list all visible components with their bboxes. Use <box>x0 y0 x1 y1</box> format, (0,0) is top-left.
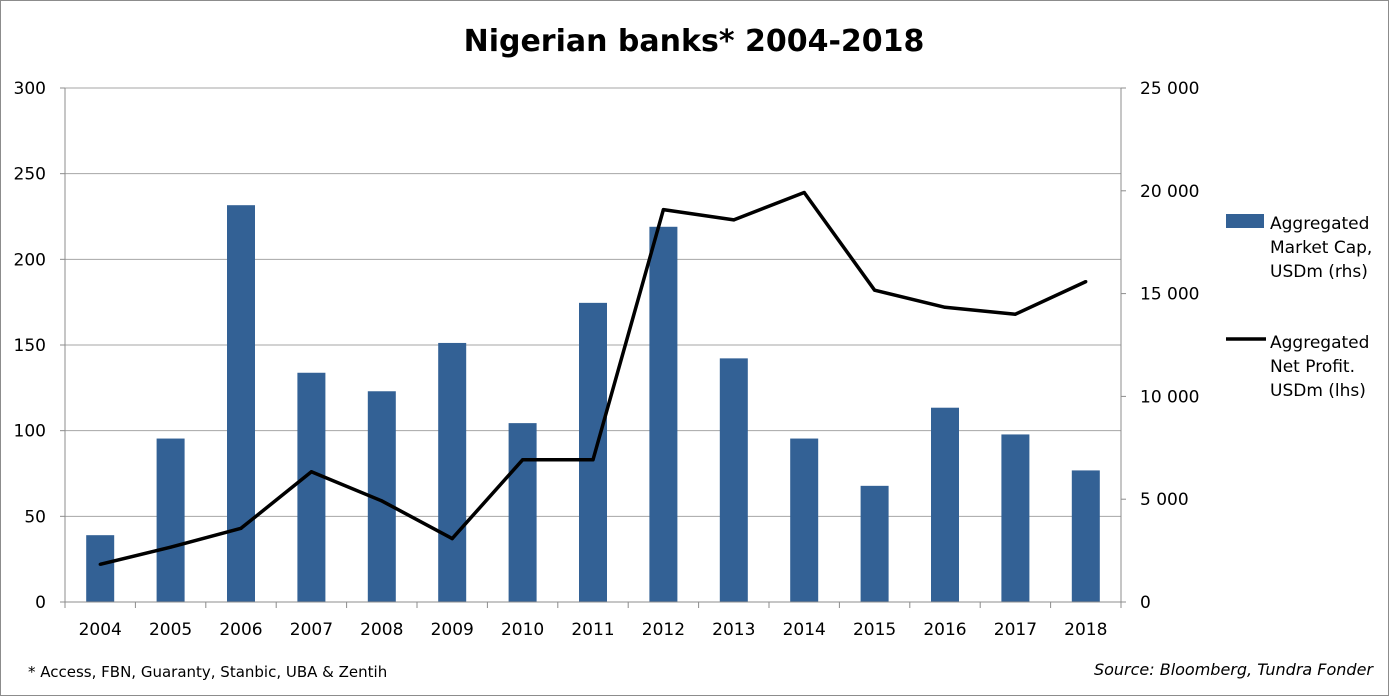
bar-2016 <box>931 407 959 602</box>
x-tick-label: 2012 <box>642 620 685 640</box>
right-axis-ticks: 0 5 000 10 000 15 000 20 000 25 000 <box>1121 79 1199 613</box>
right-tick-label: 20 000 <box>1140 182 1199 202</box>
x-tick-label: 2011 <box>571 620 614 640</box>
line-point-2011 <box>591 458 595 462</box>
bar-2004 <box>86 535 115 602</box>
bar-2013 <box>719 358 748 602</box>
line-point-2015 <box>873 288 877 292</box>
line-point-2014 <box>802 190 806 195</box>
bar-2015 <box>860 485 889 602</box>
legend-label: Net Profit. <box>1270 357 1355 377</box>
bar-2005 <box>156 438 185 602</box>
line-point-2017 <box>1013 312 1018 316</box>
line-point-2009 <box>450 537 454 541</box>
right-tick-label: 10 000 <box>1140 387 1199 407</box>
net-profit-line <box>98 190 1088 567</box>
line-point-2008 <box>380 499 384 503</box>
right-tick-label: 25 000 <box>1140 79 1199 99</box>
line-point-2005 <box>169 545 173 549</box>
market-cap-bars <box>86 205 1100 602</box>
x-tick-label: 2015 <box>853 620 896 640</box>
bar-2017 <box>1001 434 1030 602</box>
line-point-2012 <box>661 208 666 212</box>
bar-2012 <box>649 226 678 602</box>
left-tick-label: 50 <box>24 507 46 527</box>
left-tick-label: 200 <box>14 250 46 270</box>
bar-2010 <box>508 423 537 602</box>
bar-2009 <box>438 342 467 602</box>
chart-title: Nigerian banks* 2004-2018 <box>464 24 925 59</box>
bar-2011 <box>579 302 607 602</box>
x-tick-label: 2006 <box>219 620 262 640</box>
x-tick-label: 2017 <box>994 620 1037 640</box>
line-point-2018 <box>1084 280 1088 284</box>
line-point-2010 <box>521 458 525 462</box>
bar-2007 <box>297 372 326 602</box>
x-tick-label: 2008 <box>360 620 403 640</box>
left-axis-ticks: 0 50 100 150 200 250 300 <box>14 79 65 613</box>
right-tick-label: 0 <box>1140 593 1151 613</box>
right-tick-label: 15 000 <box>1140 285 1199 305</box>
legend-label: Market Cap, <box>1270 238 1372 258</box>
x-axis-ticks: 2004 2005 2006 2007 2008 2009 2010 2011 2012 2013… <box>79 620 1108 640</box>
left-tick-label: 100 <box>14 422 46 442</box>
line-point-2007 <box>309 470 313 474</box>
x-tick-label: 2016 <box>923 620 966 640</box>
left-tick-label: 300 <box>14 79 46 99</box>
left-tick-label: 0 <box>35 593 46 613</box>
right-tick-label: 5 000 <box>1140 490 1189 510</box>
line-point-2013 <box>732 218 736 222</box>
x-tick-label: 2013 <box>712 620 755 640</box>
legend-label: USDm (rhs) <box>1270 262 1368 282</box>
legend-label: Aggregated <box>1270 214 1369 234</box>
legend-label: Aggregated <box>1270 333 1369 353</box>
line-point-2004 <box>98 562 102 566</box>
x-tick-label: 2010 <box>501 620 544 640</box>
line-point-2006 <box>239 526 243 530</box>
bar-2018 <box>1071 470 1100 602</box>
x-tick-label: 2004 <box>79 620 122 640</box>
x-tick-label: 2018 <box>1064 620 1107 640</box>
bar-2014 <box>790 438 819 602</box>
legend-swatch-market-cap <box>1226 214 1264 228</box>
legend-label: USDm (lhs) <box>1270 381 1366 401</box>
left-tick-label: 250 <box>14 165 46 185</box>
left-tick-label: 150 <box>14 336 46 356</box>
x-tick-label: 2007 <box>290 620 333 640</box>
bar-2006 <box>227 205 255 602</box>
line-point-2016 <box>943 305 947 309</box>
legend: Aggregated Market Cap, USDm (rhs) Aggregate… <box>1226 214 1372 401</box>
x-tick-label: 2009 <box>431 620 474 640</box>
x-tick-label: 2014 <box>783 620 826 640</box>
x-tick-label: 2005 <box>149 620 192 640</box>
footnote: * Access, FBN, Guaranty, Stanbic, UBA & … <box>28 663 387 681</box>
source-note: Source: Bloomberg, Tundra Fonder <box>1094 660 1374 679</box>
